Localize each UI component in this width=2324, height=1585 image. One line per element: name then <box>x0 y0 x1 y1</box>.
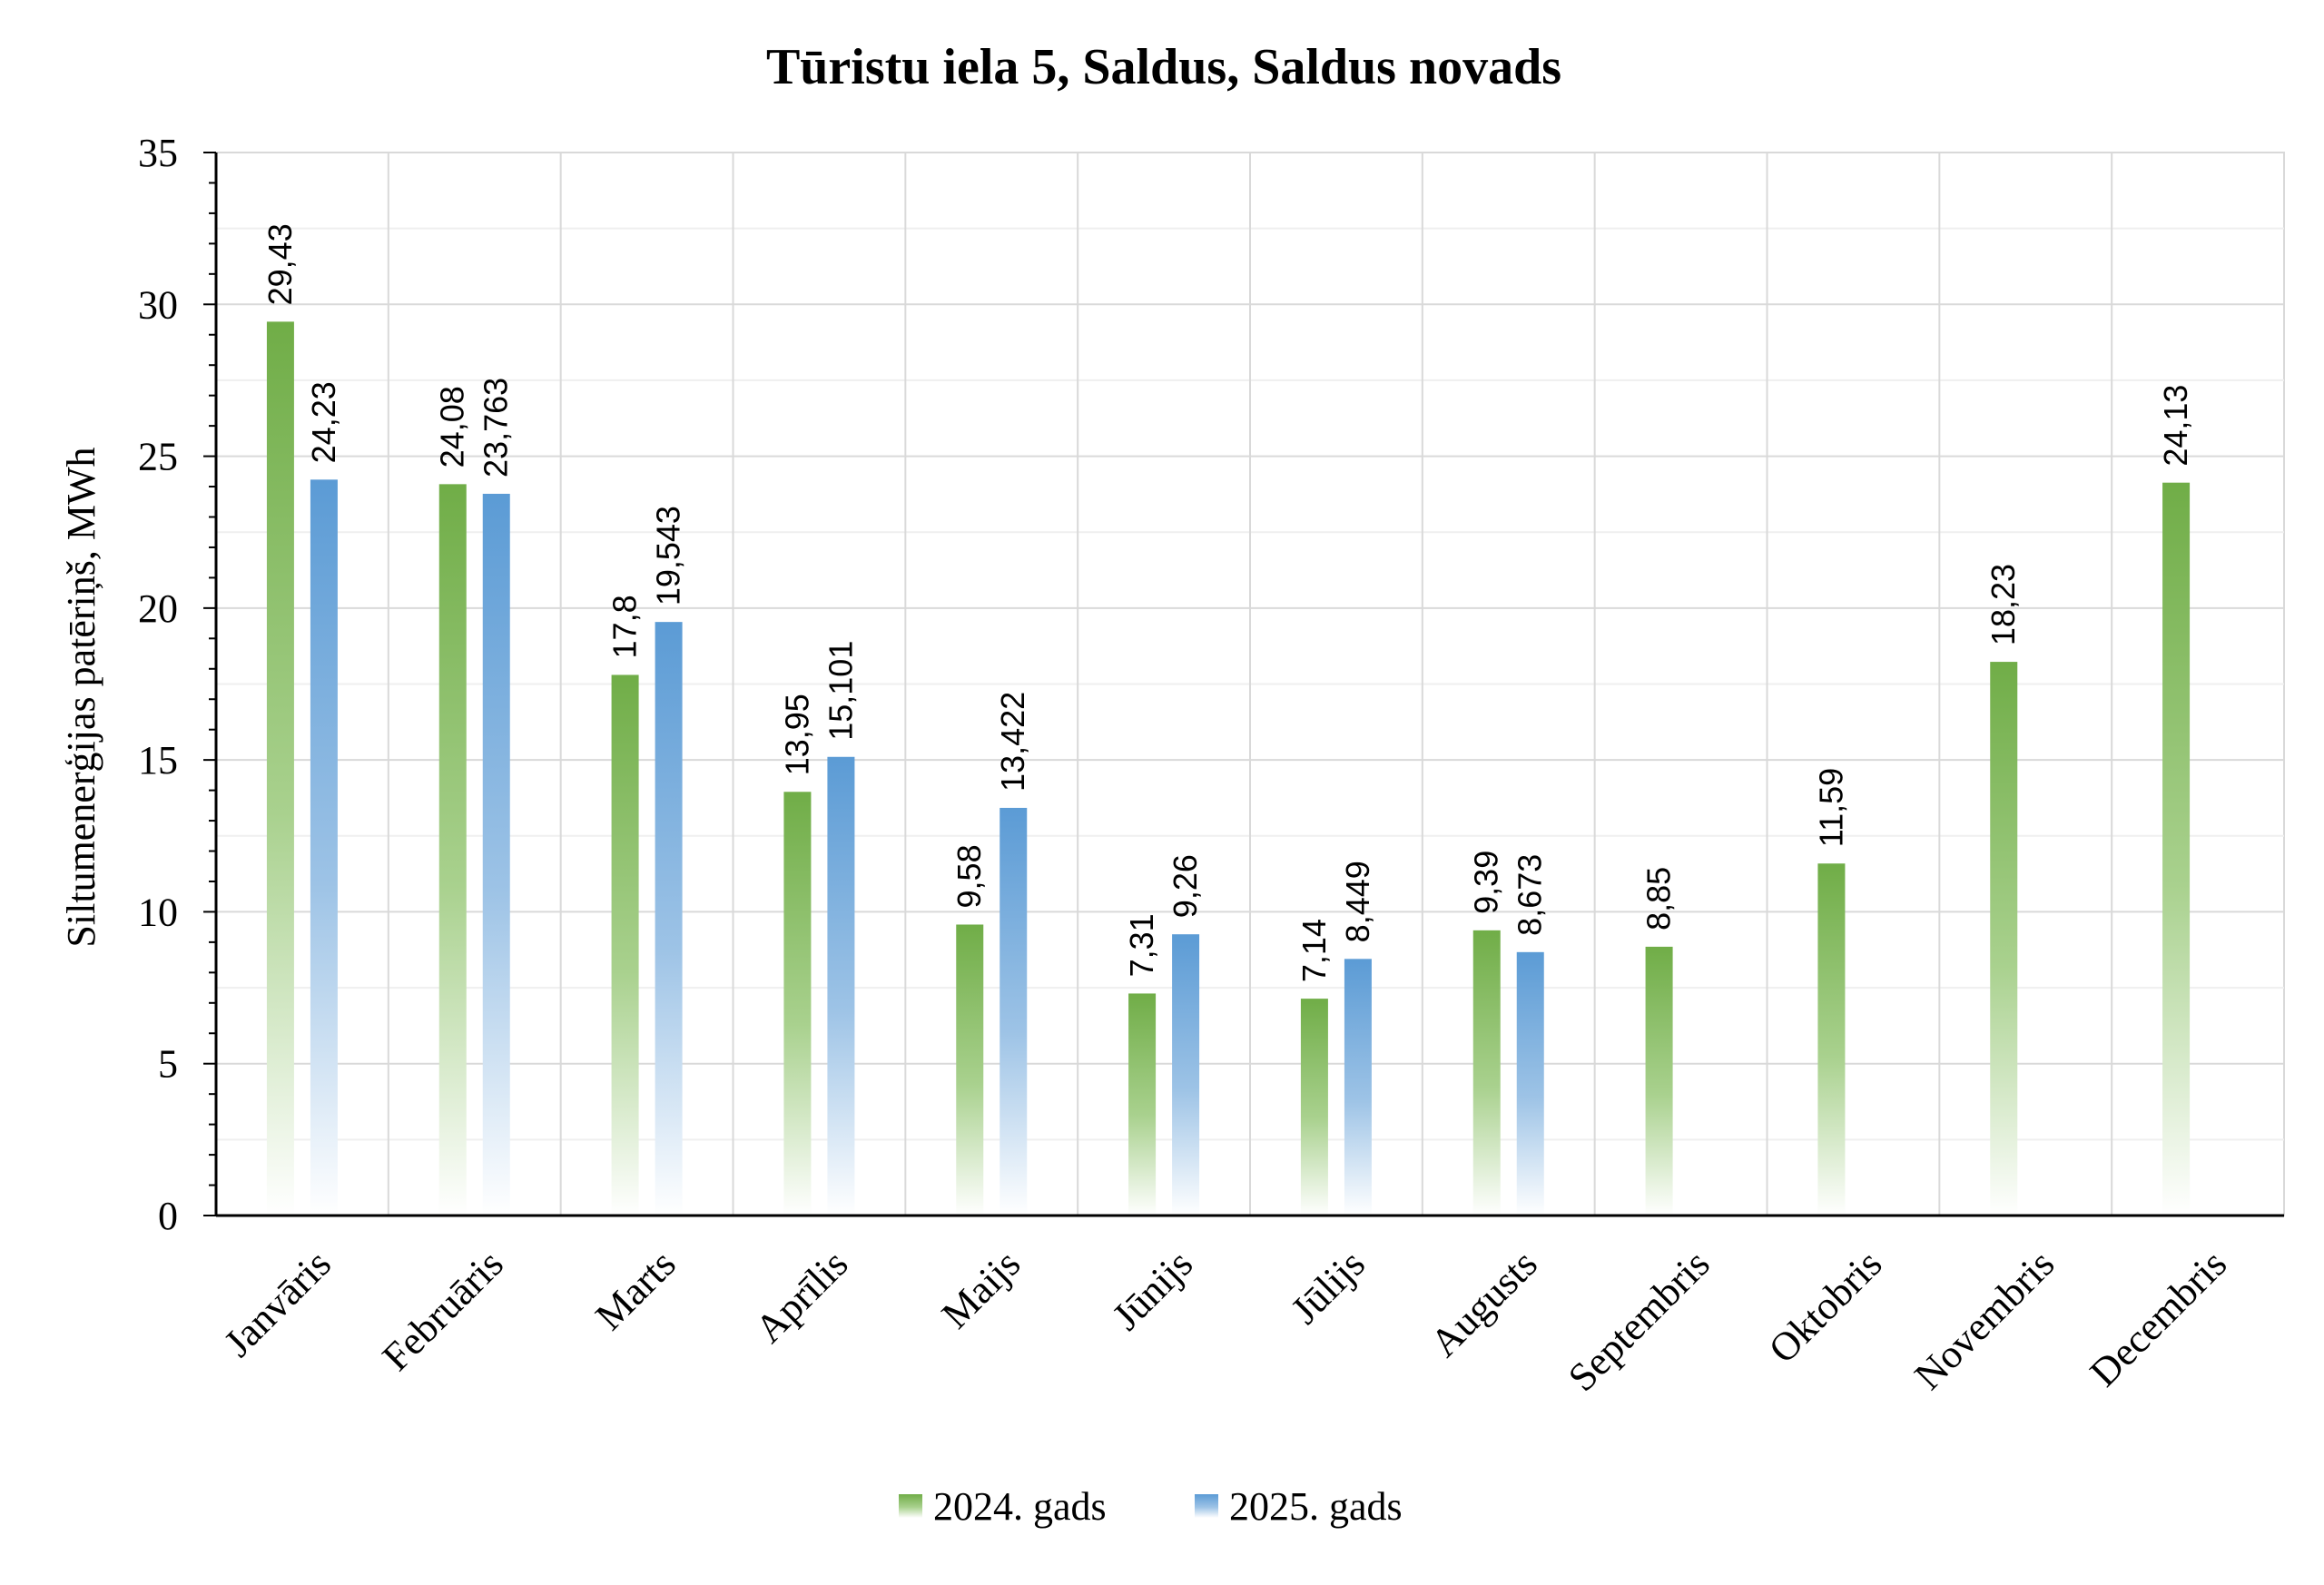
y-tick-label: 10 <box>138 890 178 934</box>
x-tick-label: Janvāris <box>215 1241 340 1365</box>
y-axis-label: Siltumenerģijas patēriņš, MWh <box>59 447 103 947</box>
bar-series-2 <box>310 479 338 1216</box>
legend-label: 2024. gads <box>933 1484 1107 1529</box>
bar-series-2 <box>1516 951 1544 1216</box>
x-tick-label: Jūlijs <box>1283 1241 1374 1332</box>
bar-series-1 <box>1645 946 1673 1216</box>
data-label: 17,8 <box>606 595 644 658</box>
data-label: 7,31 <box>1123 913 1160 977</box>
y-tick-label: 30 <box>138 282 178 327</box>
y-tick-label: 15 <box>138 738 178 783</box>
x-tick-label: Marts <box>586 1241 684 1338</box>
bar-series-2 <box>1344 959 1372 1216</box>
bar-series-1 <box>956 924 984 1216</box>
data-label: 24,23 <box>305 381 342 463</box>
y-tick-label: 20 <box>138 586 178 631</box>
data-label: 13,95 <box>778 694 815 775</box>
data-label: 29,43 <box>261 223 299 305</box>
legend-swatch <box>899 1494 922 1518</box>
bar-series-2 <box>482 493 510 1216</box>
bar-series-1 <box>266 321 294 1216</box>
x-tick-label: Aprīlis <box>746 1241 856 1351</box>
bar-series-2 <box>827 756 855 1216</box>
x-tick-label: Maijs <box>933 1241 1029 1337</box>
y-tick-label: 35 <box>138 131 178 175</box>
bar-series-1 <box>1128 993 1157 1216</box>
bar-series-2 <box>655 622 683 1216</box>
y-tick-label: 0 <box>158 1194 178 1238</box>
data-label: 8,85 <box>1640 867 1678 930</box>
data-label: 18,23 <box>1984 564 2022 645</box>
data-labels: 29,43 24,08 17,8 13,95 9,58 7,31 7,14 9,39 8,85 1… <box>261 223 2194 982</box>
data-label: 9,58 <box>950 844 988 908</box>
x-tick-label: Septembris <box>1560 1241 1718 1400</box>
x-tick-label: Oktobris <box>1760 1241 1891 1372</box>
x-tick-label: Novembris <box>1905 1241 2063 1398</box>
bar-series-1 <box>1472 930 1501 1216</box>
data-label: 8,449 <box>1339 861 1376 942</box>
data-label: 24,08 <box>434 386 471 468</box>
data-label: 8,673 <box>1512 854 1549 936</box>
bar-series-1 <box>783 792 812 1216</box>
data-label: 19,543 <box>650 506 687 605</box>
bar-series-2 <box>1000 807 1028 1216</box>
data-label: 24,13 <box>2157 385 2194 467</box>
bar-series-1 <box>438 484 467 1216</box>
x-tick-label: Decembris <box>2082 1241 2235 1394</box>
data-label: 11,59 <box>1812 768 1849 847</box>
bar-series-1 <box>611 674 639 1216</box>
legend-label: 2025. gads <box>1229 1484 1403 1529</box>
data-label: 15,101 <box>822 641 859 741</box>
bars <box>266 321 2191 1216</box>
bar-series-1 <box>1300 999 1328 1216</box>
data-label: 13,422 <box>994 692 1031 792</box>
gridlines <box>215 152 2285 1216</box>
chart-title: Tūristu iela 5, Saldus, Saldus novads <box>766 39 1561 95</box>
bar-series-2 <box>1172 934 1200 1216</box>
y-tick-label: 25 <box>138 435 178 479</box>
legend-swatch <box>1195 1494 1218 1518</box>
data-label: 9,26 <box>1167 854 1204 918</box>
bar-series-1 <box>1817 863 1846 1216</box>
data-label: 9,39 <box>1468 851 1505 914</box>
legend: 2024. gads 2025. gads <box>899 1484 1403 1529</box>
x-tick-label: Februāris <box>374 1241 512 1379</box>
y-tick-label: 5 <box>158 1042 178 1087</box>
x-tick-label: Augusts <box>1422 1241 1546 1365</box>
data-label: 7,14 <box>1295 919 1333 982</box>
bar-series-1 <box>2162 482 2191 1216</box>
data-label: 23,763 <box>478 378 515 477</box>
x-tick-label: Jūnijs <box>1104 1241 1201 1338</box>
bar-series-1 <box>1990 662 2018 1216</box>
